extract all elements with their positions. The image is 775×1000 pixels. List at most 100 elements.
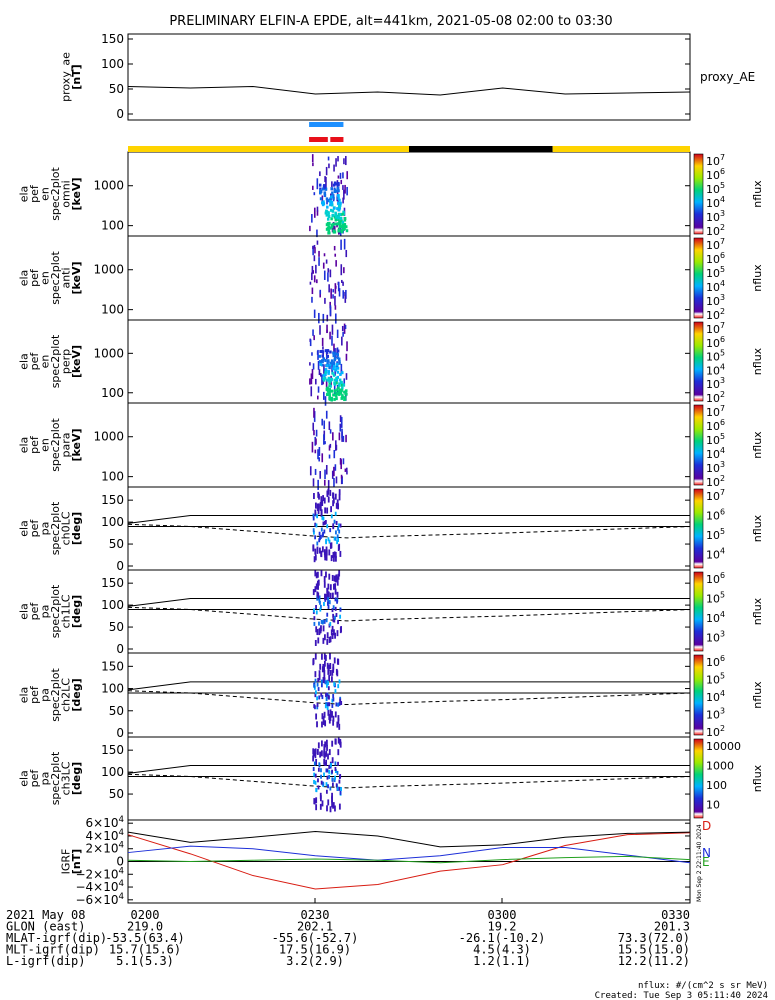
superscript: 6 (720, 167, 725, 176)
spectro-pixel (340, 230, 344, 234)
panel-frame (127, 402, 691, 488)
spectro-pixel (337, 503, 340, 510)
spectro-pixel (315, 572, 318, 579)
spectro-pixel (338, 378, 342, 382)
spectro-pixel (312, 329, 314, 336)
spectro-pixel (338, 359, 341, 363)
colorbar-unit: nflux (751, 347, 764, 375)
ylabel-line: ela (18, 353, 31, 370)
spectro-pixel (320, 359, 324, 363)
spectro-pixel (339, 698, 342, 703)
spectro-pixel (335, 189, 339, 193)
spectro-pixel (317, 677, 320, 682)
spectro-pixel (326, 349, 330, 353)
spectro-pixel (336, 349, 340, 353)
colorbar-tick: 102 (706, 474, 725, 489)
spectro-pixel (318, 628, 321, 635)
ylabel-line: ela (18, 186, 31, 203)
superscript: 5 (720, 591, 725, 600)
spectro-pixel (327, 799, 330, 806)
spectro-pixel (325, 593, 327, 600)
spectro-pixel (323, 185, 326, 189)
ylabel-line: spec2plot (49, 167, 62, 221)
spectro-pixel (315, 605, 317, 610)
colorbar-tick: 10000 (706, 740, 741, 753)
spectro-pixel (326, 364, 329, 368)
spectro-pixel (327, 376, 331, 380)
spectro-pixel (313, 704, 316, 709)
spectro-pixel (336, 540, 338, 545)
spectro-pixel (327, 272, 329, 282)
spectro-pixel (316, 629, 319, 636)
spectro-pixel (337, 281, 340, 292)
spectro-pixel (340, 700, 343, 705)
spectro-pixel (330, 398, 333, 402)
spectro-pixel (343, 218, 347, 222)
spectro-pixel (323, 364, 325, 374)
tick-label: 50 (109, 704, 124, 718)
tick-label: 6×104 (86, 815, 124, 830)
spectro-pixel (312, 516, 315, 521)
tick-label: 0 (116, 726, 124, 740)
spectro-pixel (337, 194, 340, 198)
spectro-pixel (317, 767, 320, 772)
spectro-pixel (345, 229, 349, 233)
spectro-pixel (337, 537, 340, 542)
spectro-pixel (339, 225, 342, 229)
tick-label: 100 (101, 515, 124, 529)
spectro-pixel (325, 782, 328, 787)
superscript: 4 (720, 610, 725, 619)
spectro-pixel (336, 576, 339, 583)
spectro-pixel (335, 440, 337, 451)
spectro-pixel (322, 346, 324, 350)
spectro-pixel (345, 434, 347, 443)
collection-bar (309, 137, 328, 142)
superscript: 3 (720, 460, 725, 469)
spectro-pixel (323, 581, 326, 588)
spectro-pixel (331, 801, 333, 808)
ylabel-line: ela (18, 270, 31, 287)
spectro-pixel (319, 187, 322, 191)
spectro-pixel (331, 181, 333, 187)
spectro-pixel (332, 393, 335, 397)
spectro-pixel (317, 583, 319, 590)
spectro-pixel (344, 295, 347, 303)
superscript: 5 (720, 265, 725, 274)
spectro-pixel (322, 521, 325, 526)
spectro-pixel (333, 519, 336, 524)
spectro-pixel (317, 386, 320, 393)
spectro-pixel (312, 270, 315, 274)
spectro-pixel (324, 597, 327, 602)
spectro-pixel (337, 218, 340, 222)
colorbar (693, 654, 704, 736)
spectro-pixel (320, 683, 323, 688)
spectro-pixel (332, 289, 335, 293)
spectro-pixel (313, 761, 316, 766)
spectro-pixel (338, 204, 341, 208)
spectro-pixel (338, 570, 341, 577)
spectro-pixel (314, 749, 316, 756)
spectro-pixel (344, 324, 347, 330)
spectro-pixel (316, 514, 319, 519)
spectro-pixel (345, 249, 348, 258)
spectro-pixel (337, 749, 340, 756)
spectro-pixel (314, 639, 317, 646)
series-label-proxy-ae: proxy_AE (700, 70, 755, 84)
ylabel-line: [keV] (70, 345, 83, 378)
spectro-pixel (333, 657, 336, 664)
spectro-pixel (333, 536, 336, 541)
spectro-pixel (336, 224, 338, 228)
spectro-pixel (338, 432, 341, 441)
spectro-pixel (328, 675, 331, 682)
colorbar-tick: 1000 (706, 760, 734, 773)
ylabel-line: ch1LC (60, 594, 73, 628)
igrf-line-N (127, 845, 691, 864)
spectro-pixel (333, 190, 337, 194)
spectro-pixel (337, 786, 339, 791)
colorbar-tick: 103 (706, 630, 725, 645)
spectro-pixel (342, 331, 344, 337)
spectro-pixel (328, 764, 331, 769)
